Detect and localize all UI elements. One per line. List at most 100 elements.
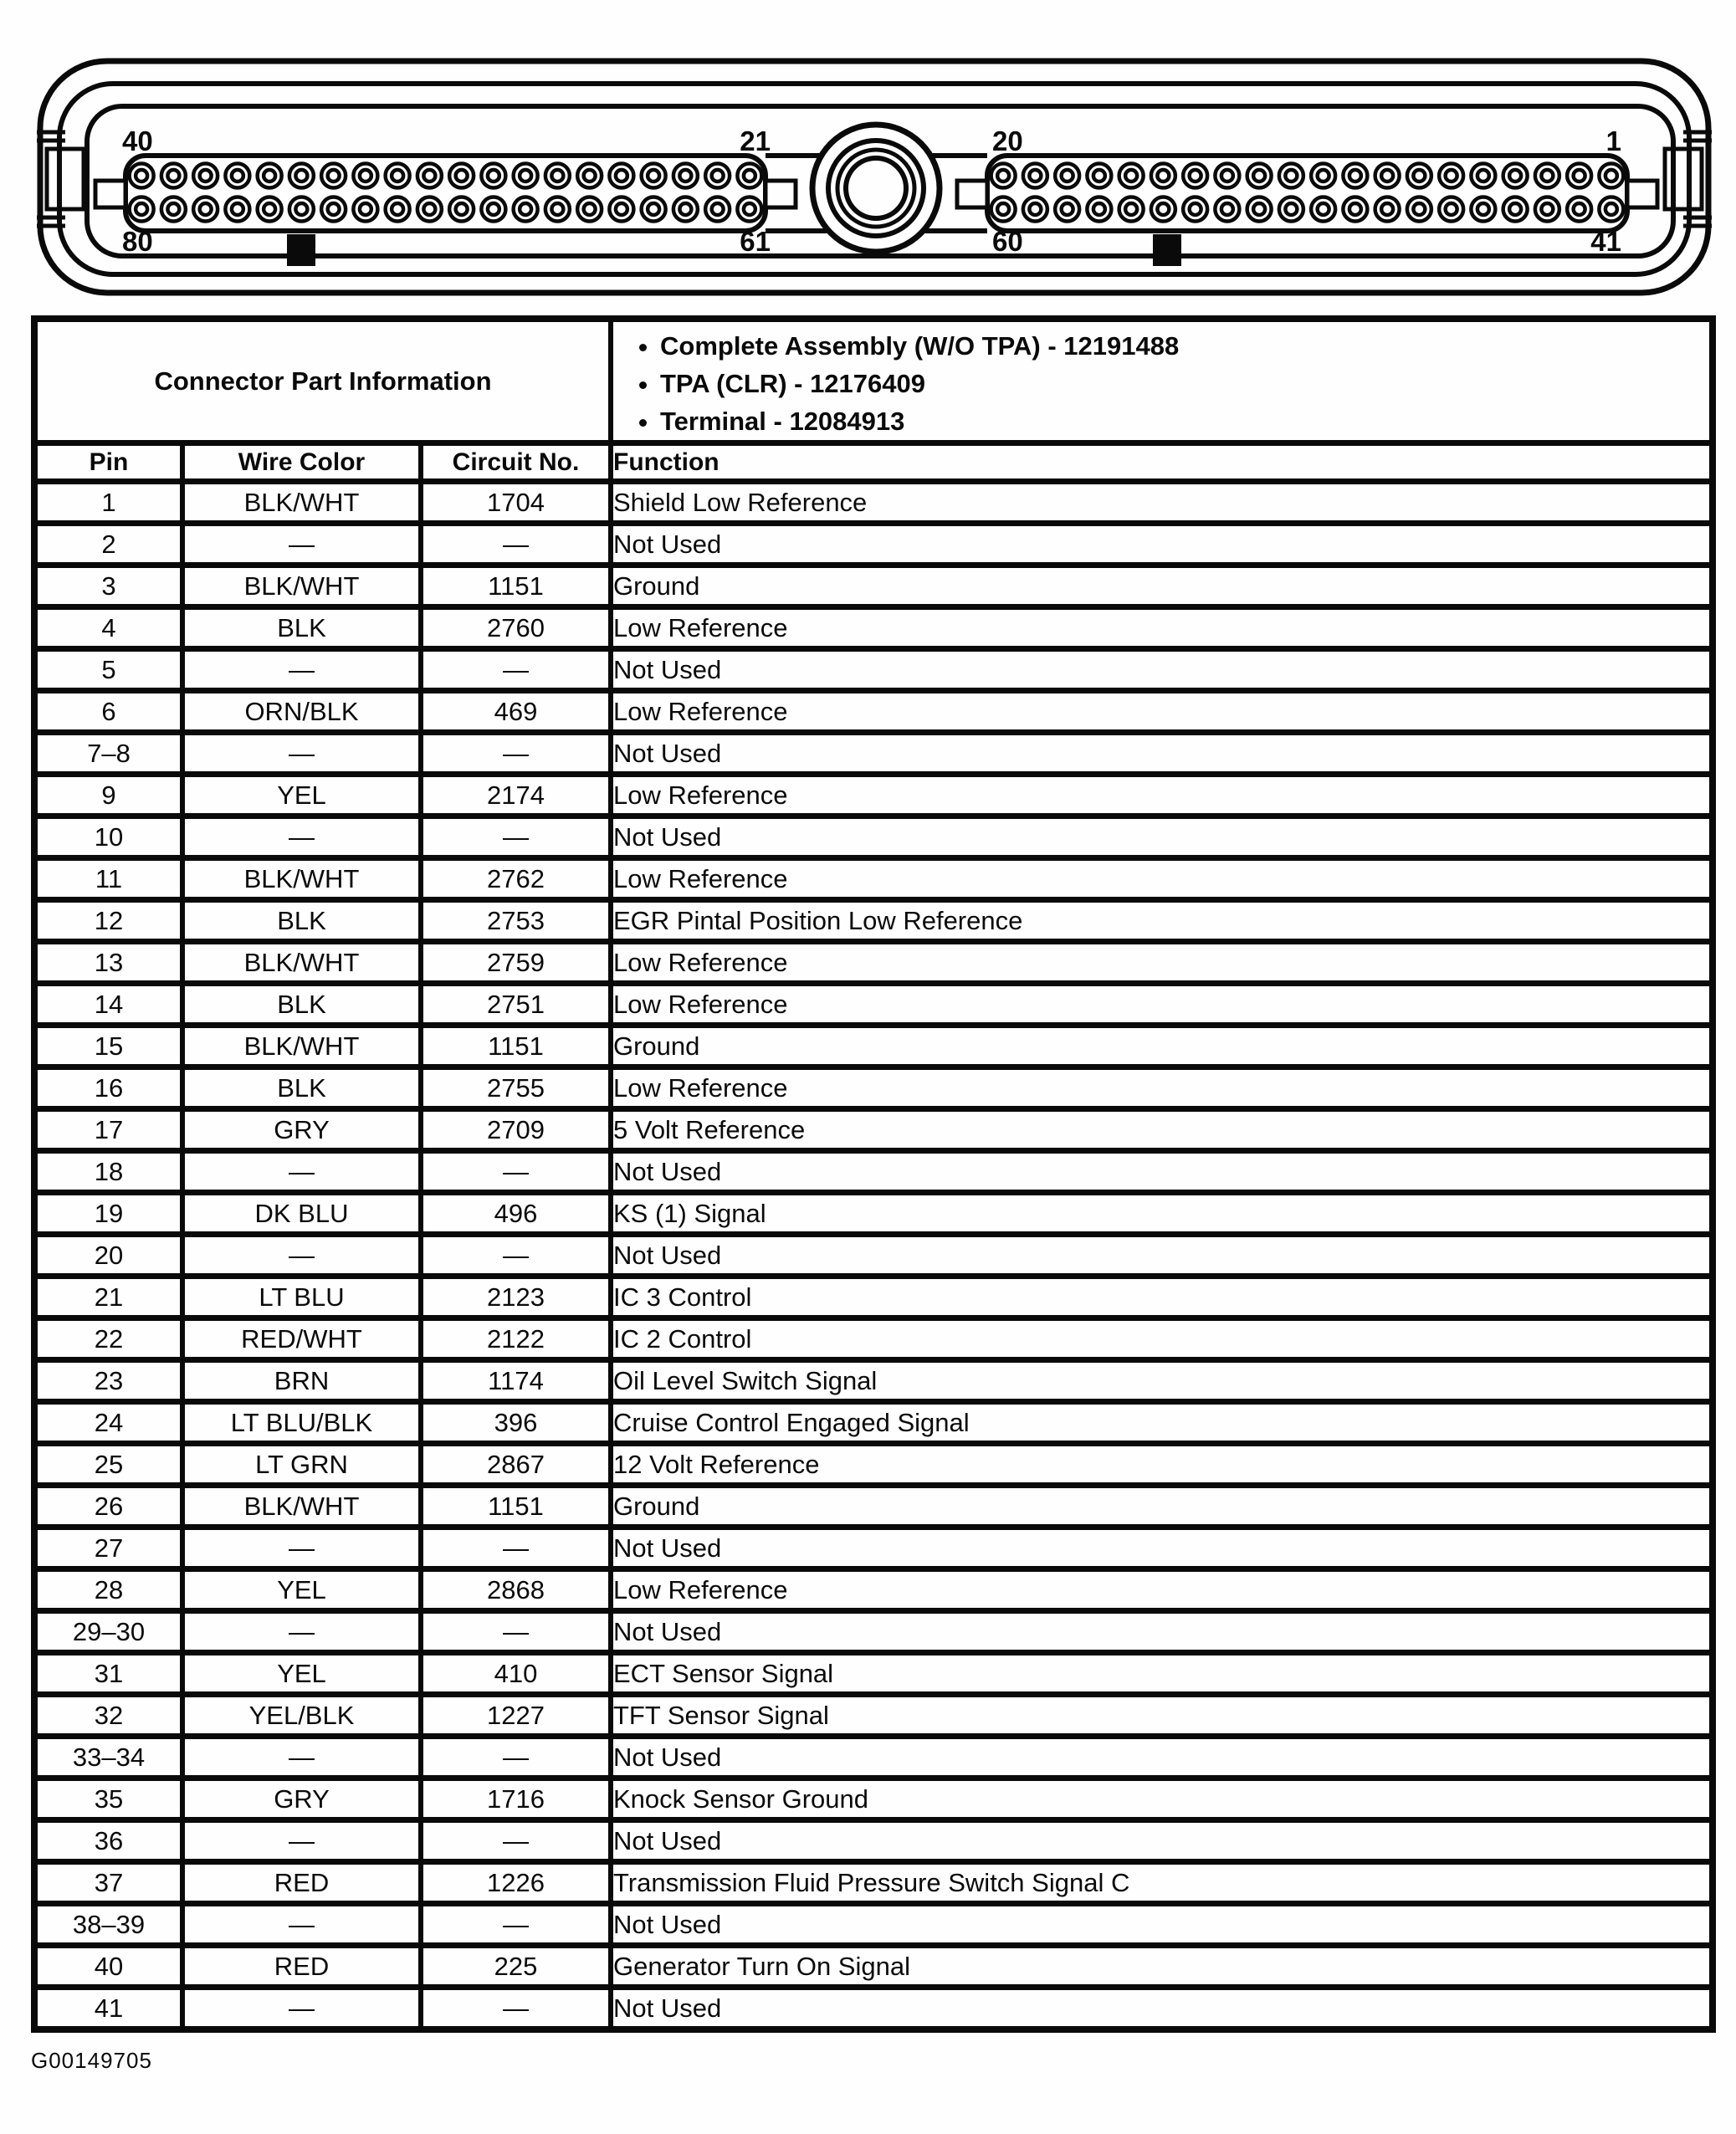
circuit-no-cell: 1151 (418, 1482, 613, 1530)
wire-color-cell: LT BLU/BLK (180, 1399, 423, 1446)
connector-pin (1277, 161, 1306, 190)
connector-pin (1180, 161, 1210, 190)
pin-label-60: 60 (992, 226, 1023, 257)
circuit-no-cell: 2122 (418, 1315, 613, 1363)
wire-color-cell: RED (180, 1942, 423, 1990)
function-cell: ECT Sensor Signal (608, 1650, 1715, 1697)
connector-pin (1436, 161, 1466, 190)
function-cell: Generator Turn On Signal (608, 1942, 1715, 1990)
circuit-no-cell: 1151 (418, 562, 613, 610)
circuit-no-cell: — (418, 646, 613, 693)
wire-color-cell: YEL/BLK (180, 1691, 423, 1739)
connector-pin (1277, 195, 1306, 223)
wire-color-cell: RED (180, 1859, 423, 1906)
connector-pin (1085, 161, 1114, 190)
pin-field (127, 161, 1626, 223)
function-cell: Shield Low Reference (608, 478, 1715, 526)
function-cell: 5 Volt Reference (608, 1106, 1715, 1154)
connector-pin (607, 161, 636, 190)
connector-pin (1187, 201, 1203, 217)
connector-pin (1283, 201, 1299, 217)
connector-pin (223, 195, 252, 223)
wire-color-cell: DK BLU (180, 1190, 423, 1237)
pin-cell: 29–30 (32, 1608, 185, 1656)
circuit-no-cell: — (418, 1608, 613, 1656)
connector-pin (1475, 201, 1492, 217)
circuit-no-cell: 2759 (418, 939, 613, 986)
wire-color-cell: — (180, 520, 423, 568)
circuit-no-cell: — (418, 1984, 613, 2033)
wire-color-cell: BRN (180, 1357, 423, 1405)
pin-cell: 9 (32, 771, 185, 819)
wire-color-cell: — (180, 1984, 423, 2033)
circuit-no-cell: 2709 (418, 1106, 613, 1154)
wire-color-cell: — (180, 813, 423, 861)
connector-pin (613, 201, 630, 217)
connector-pin (191, 195, 220, 223)
table-row: 17 GRY 2709 5 Volt Reference (32, 1106, 1715, 1154)
connector-pin (1251, 201, 1267, 217)
alignment-notches (93, 178, 1660, 210)
wire-color-cell: LT GRN (180, 1441, 423, 1488)
connector-pin (1155, 201, 1171, 217)
connector-pin (389, 167, 406, 184)
connector-pin (645, 167, 662, 184)
connector-pin (415, 161, 444, 190)
connector-pin (325, 167, 341, 184)
table-row: 5— — Not Used (32, 646, 1715, 693)
circuit-no-cell: 1226 (418, 1859, 613, 1906)
column-header-wire-color: Wire Color (180, 440, 423, 484)
connector-pin (1507, 201, 1523, 217)
pin-cell: 3 (32, 562, 185, 610)
connector-pin (581, 201, 597, 217)
pin-cell: 18 (32, 1148, 185, 1195)
table-row: 15 BLK/WHT 1151 Ground (32, 1022, 1715, 1070)
table-row: 35 GRY 1716 Knock Sensor Ground (32, 1775, 1715, 1823)
connector-pin (671, 161, 700, 190)
pin-cell: 31 (32, 1650, 185, 1697)
connector-pin (1564, 195, 1594, 223)
connector-pin (261, 201, 278, 217)
table-row: 13 BLK/WHT 2759 Low Reference (32, 939, 1715, 986)
wire-color-cell: YEL (180, 1650, 423, 1697)
pin-cell: 22 (32, 1315, 185, 1363)
connector-pin (485, 167, 502, 184)
connector-pin (351, 161, 380, 190)
connector-pin (1597, 195, 1626, 223)
function-cell: Low Reference (608, 1566, 1715, 1614)
connector-pin (357, 201, 374, 217)
pin-cell: 1 (32, 478, 185, 526)
connector-pin (1603, 201, 1620, 217)
function-cell: Not Used (608, 1524, 1715, 1572)
wire-color-cell: BLK (180, 980, 423, 1028)
wire-color-cell: BLK (180, 604, 423, 652)
table-row: 37 RED 1226 Transmission Fluid Pressure Swi… (32, 1859, 1715, 1906)
table-row: 41— — Not Used (32, 1984, 1715, 2033)
table-row: 4 BLK 2760 Low Reference (32, 604, 1715, 652)
connector-pin (1507, 167, 1523, 184)
circuit-no-cell: — (418, 520, 613, 568)
connector-pin (1091, 167, 1108, 184)
connector-pin (1443, 167, 1459, 184)
connector-pin (735, 195, 764, 223)
wire-color-cell: BLK (180, 897, 423, 944)
connector-pin (1475, 167, 1492, 184)
connector-pin (995, 167, 1011, 184)
connector-pin (127, 195, 156, 223)
connector-pin (1571, 201, 1587, 217)
connector-pin (389, 201, 406, 217)
circuit-no-cell: 2751 (418, 980, 613, 1028)
connector-pin (1539, 201, 1555, 217)
connector-pin (1436, 195, 1466, 223)
function-cell: Low Reference (608, 771, 1715, 819)
function-cell: Ground (608, 1482, 1715, 1530)
function-cell: KS (1) Signal (608, 1190, 1715, 1237)
connector-pin (1245, 195, 1273, 223)
connector-pin (1059, 201, 1075, 217)
connector-pin (645, 201, 662, 217)
pin-cell: 32 (32, 1691, 185, 1739)
connector-pin (678, 201, 694, 217)
connector-pin (671, 195, 700, 223)
connector-pin (678, 167, 694, 184)
